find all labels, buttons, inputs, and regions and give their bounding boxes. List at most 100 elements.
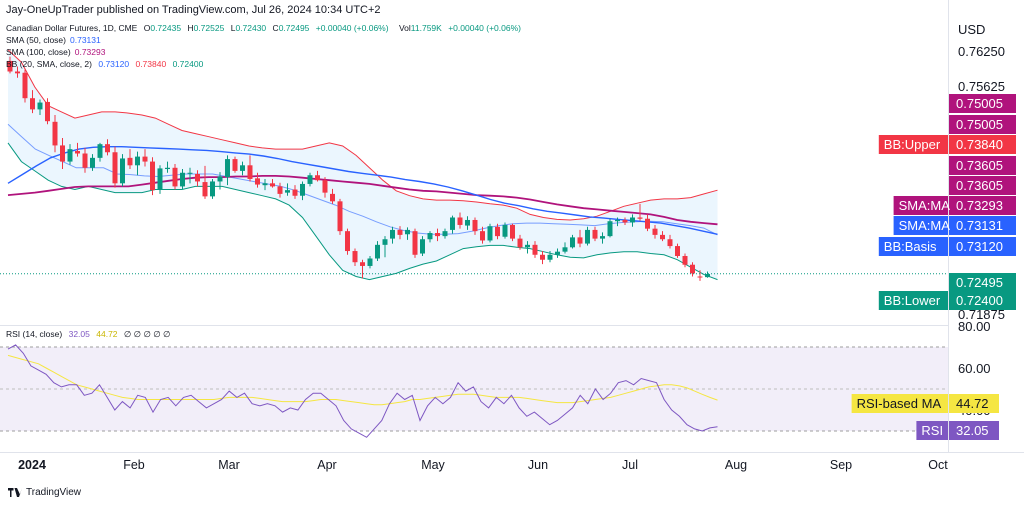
price-label-value-box [949, 237, 1016, 256]
candle-body [330, 193, 335, 202]
candle-body [232, 159, 238, 171]
candle-body [360, 262, 365, 266]
candle-body [120, 158, 125, 184]
candle [300, 181, 305, 201]
candle-body [495, 226, 500, 237]
candle [195, 170, 200, 187]
rsi-label: 44.72 RSI-based MA [851, 394, 999, 413]
candle-body [315, 175, 320, 181]
time-tick: Apr [317, 458, 336, 472]
candle-body [682, 256, 688, 265]
candle-body [277, 186, 283, 194]
candle-body [592, 229, 598, 239]
candle-body [217, 176, 223, 182]
candle-body [472, 219, 478, 232]
candle [352, 248, 358, 266]
candle [645, 214, 650, 232]
price-label: 0.75005 [949, 94, 1016, 113]
candle-body [97, 144, 103, 158]
legend-bb: BB (20, SMA, close, 2) 0.73120 0.73840 0… [6, 59, 204, 69]
time-tick: Mar [218, 458, 240, 472]
candle [450, 215, 455, 234]
sma50-line [7, 145, 718, 235]
candle [37, 99, 43, 115]
candle [532, 241, 538, 258]
candle-body [465, 219, 470, 226]
candle [255, 172, 260, 188]
publisher-credit: Jay-OneUpTrader published on TradingView… [6, 4, 381, 16]
candle-body [322, 180, 328, 193]
rsi-label: 32.05 RSI [916, 421, 999, 440]
candle [225, 155, 230, 186]
candle-body [375, 244, 380, 259]
candle [82, 147, 88, 173]
candle-body [697, 276, 703, 278]
price-label: 0.75005 [949, 115, 1016, 134]
candle [577, 229, 583, 248]
price-label-value-box [949, 135, 1016, 154]
candle-body [615, 219, 620, 222]
candle [187, 167, 193, 184]
legend-sma50: SMA (50, close) 0.73131 [6, 35, 101, 45]
time-tick: 2024 [18, 458, 46, 472]
time-tick: Oct [928, 458, 948, 472]
candle-body [202, 182, 208, 197]
rsi-label-name: RSI-based MA [857, 396, 942, 411]
rsi-label-value: 44.72 [956, 396, 989, 411]
price-tick: 0.71875 [958, 307, 1005, 322]
price-label-name-box [893, 196, 948, 215]
candle-body [397, 229, 403, 235]
candle-body [210, 181, 215, 197]
price-label-value: 0.73605 [956, 158, 1003, 173]
candle [315, 170, 320, 182]
price-label-value-box [949, 196, 1016, 215]
price-label: 0.73131 SMA:MA [893, 216, 1016, 235]
candle [90, 154, 95, 171]
price-label-name-box [893, 216, 948, 235]
candle [472, 217, 478, 235]
rsi-label-name-box [851, 394, 948, 413]
candle-body [412, 231, 418, 255]
candle [660, 231, 665, 242]
candle [405, 227, 410, 240]
rsi-tick: 80.00 [958, 319, 991, 334]
price-label-name: BB:Upper [884, 137, 941, 152]
candle-body [225, 159, 230, 178]
price-ticks: 0.76250 0.75625 0.71875 [958, 44, 1005, 322]
price-label: 0.72400 BB:Lower [878, 291, 1016, 310]
candle-body [577, 237, 583, 244]
candle [345, 228, 350, 255]
candle [150, 157, 155, 196]
candle-body [105, 144, 110, 153]
bollinger-basis-line [7, 123, 718, 236]
candle [652, 224, 658, 239]
candle [382, 236, 388, 258]
candle-body [645, 218, 650, 229]
price-pane [0, 49, 948, 281]
candle [30, 90, 35, 114]
currency-label: USD [958, 22, 985, 37]
candle-body [510, 224, 515, 239]
candle-body [435, 233, 440, 237]
price-label-name: SMA:MA [899, 198, 951, 213]
price-scale-labels: 0.75005 0.75005 0.73840 BB:Upper 0.73605 0.73… [878, 94, 1016, 310]
price-label: 0.73293 SMA:MA [893, 196, 1016, 215]
rsi-label-value-box [949, 394, 999, 413]
price-label-value: 0.73840 [956, 137, 1003, 152]
candle-body [22, 72, 28, 99]
candle [555, 248, 560, 258]
time-tick: May [421, 458, 445, 472]
candle [525, 241, 530, 254]
candle-body [637, 217, 643, 219]
candle-body [45, 101, 50, 122]
price-label: 0.72495 [949, 273, 1016, 292]
price-label-value-box [949, 273, 1016, 292]
candle-body [255, 178, 260, 185]
candle [277, 182, 283, 198]
candle-body [570, 237, 575, 248]
candle-body [345, 231, 350, 252]
candle [360, 259, 365, 279]
candle-body [690, 264, 695, 274]
candle [457, 212, 463, 229]
candle-body [450, 217, 455, 230]
